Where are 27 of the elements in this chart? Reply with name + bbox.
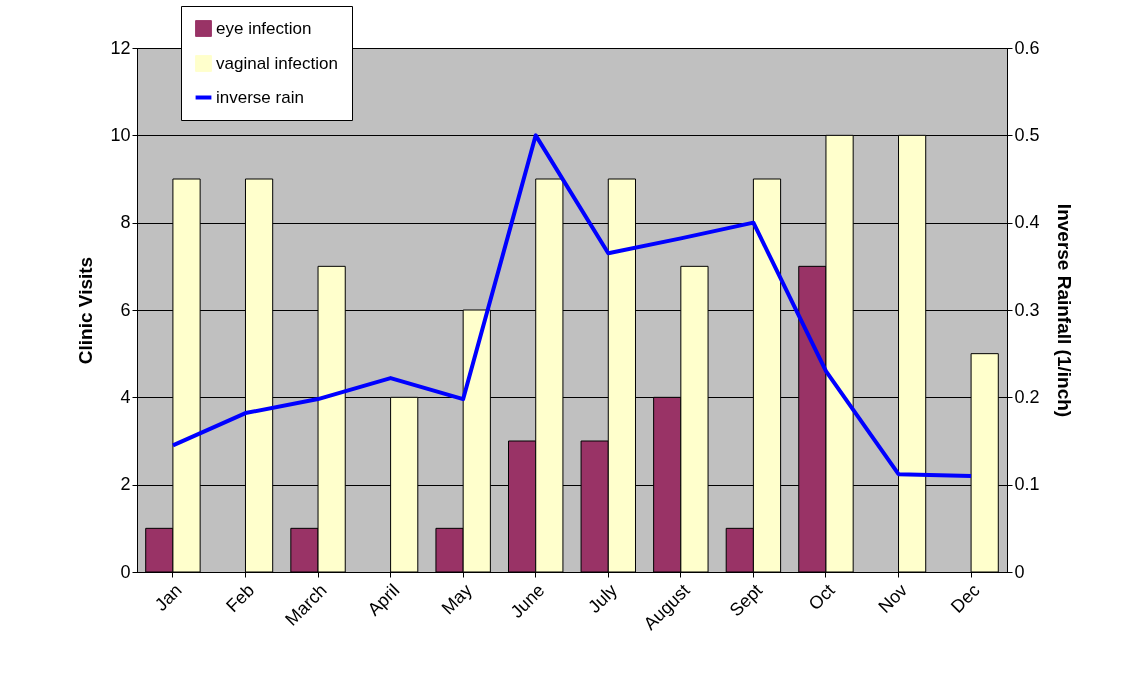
y2-tick-label: 0.4 xyxy=(1014,212,1040,233)
y2-axis-title: Inverse Rainfall (1/inch) xyxy=(1053,203,1075,418)
x-tick-label: Oct xyxy=(804,580,839,615)
y-tick-label: 10 xyxy=(110,124,131,145)
x-tick-label: Jan xyxy=(150,580,186,615)
y-tick-label: 12 xyxy=(110,37,131,58)
legend-label: inverse rain xyxy=(216,87,304,107)
y-tick-label: 2 xyxy=(120,474,131,495)
y2-tick-label: 0.1 xyxy=(1014,474,1040,495)
y-tick-label: 8 xyxy=(120,212,131,233)
x-tick-label: Dec xyxy=(947,580,984,617)
y2-tick-label: 0.6 xyxy=(1014,37,1040,58)
x-tick-label: Nov xyxy=(874,580,912,617)
x-tick-label: July xyxy=(584,580,622,617)
y2-tick-label: 0.5 xyxy=(1014,124,1040,145)
legend-label: eye infection xyxy=(216,18,312,38)
y-tick-label: 6 xyxy=(120,299,131,320)
y-tick-label: 0 xyxy=(120,561,131,582)
y2-tick-label: 0 xyxy=(1014,561,1025,582)
x-tick-label: Feb xyxy=(222,580,259,617)
y-axis-title: Clinic Visits xyxy=(75,256,97,365)
x-tick-label: May xyxy=(437,580,476,619)
y-tick-label: 4 xyxy=(120,386,131,407)
legend-label: vaginal infection xyxy=(216,53,338,73)
line-series xyxy=(170,133,974,478)
y2-tick-label: 0.2 xyxy=(1014,386,1040,407)
y2-tick-label: 0.3 xyxy=(1014,299,1040,320)
